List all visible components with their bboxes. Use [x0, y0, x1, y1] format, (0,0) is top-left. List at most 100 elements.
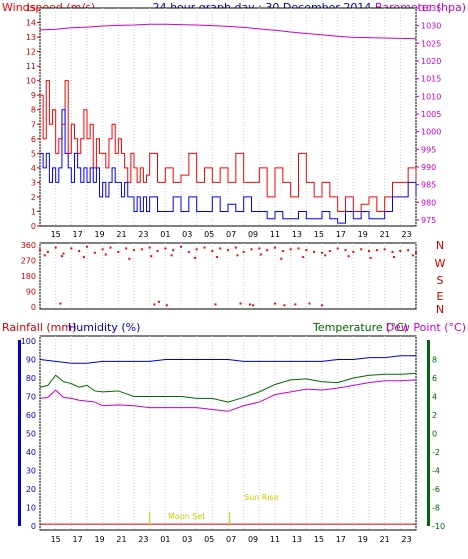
direction-point: [393, 256, 396, 259]
direction-point: [308, 302, 311, 305]
wind-xtick-label: 15: [51, 230, 61, 239]
temperature-ytick-label: -4: [432, 467, 440, 476]
direction-point: [133, 249, 135, 252]
direction-point: [158, 300, 161, 303]
wind-ytick-label: 5: [31, 149, 36, 158]
direction-point: [172, 249, 175, 252]
direction-point: [125, 247, 128, 250]
wind-ytick-label: 13: [26, 33, 36, 42]
wind-xtick-label: 15: [314, 230, 324, 239]
wind-ytick-label: 6: [31, 135, 36, 144]
temperature-ytick-label: 4: [432, 393, 437, 402]
temp-xtick-label: 19: [94, 535, 104, 544]
humidity-ytick-label: 40: [26, 448, 36, 457]
direction-point: [258, 247, 261, 250]
direction-letter-s: S: [437, 274, 444, 287]
wind-ytick-label: 9: [31, 91, 36, 100]
direction-point: [164, 247, 167, 250]
direction-point: [187, 250, 190, 253]
direction-point: [93, 251, 96, 254]
direction-point: [266, 249, 269, 252]
direction-point: [54, 246, 57, 249]
wind-ytick-label: 8: [31, 106, 36, 115]
direction-point: [153, 303, 156, 306]
temp-xtick-label: 13: [292, 535, 302, 544]
direction-point: [59, 302, 62, 305]
direction-point: [150, 255, 153, 258]
direction-point: [43, 254, 46, 257]
humidity-ytick-label: 0: [31, 522, 36, 531]
direction-point: [216, 256, 219, 259]
direction-point: [239, 302, 242, 305]
barometer-ytick-label: 1035: [421, 4, 441, 13]
dewpoint-label: Dew Point (°C): [386, 321, 466, 334]
humidity-line: [39, 355, 416, 364]
direction-point: [156, 250, 159, 253]
wind-ytick-label: 14: [26, 19, 36, 28]
temp-xtick-label: 23: [402, 535, 412, 544]
direction-point: [280, 257, 283, 260]
direction-point: [305, 249, 308, 252]
wind-xtick-label: 11: [270, 230, 280, 239]
temperature-ytick-label: 0: [432, 430, 437, 439]
direction-point: [128, 257, 131, 260]
direction-point: [211, 250, 214, 253]
direction-point: [236, 254, 239, 257]
temperature-ytick-label: -6: [432, 485, 440, 494]
direction-point: [214, 303, 217, 306]
wind-ytick-label: 2: [31, 193, 36, 202]
barometer-ytick-label: 1005: [421, 110, 441, 119]
wind-xtick-label: 23: [138, 230, 148, 239]
temp-xtick-label: 01: [160, 535, 170, 544]
direction-point: [375, 249, 378, 252]
temp-xtick-label: 09: [248, 535, 258, 544]
direction-point: [82, 256, 85, 259]
humidity-ytick-label: 60: [26, 411, 36, 420]
direction-point: [391, 250, 394, 253]
direction-point: [415, 251, 417, 254]
direction-point: [203, 246, 206, 249]
barometer-ytick-label: 1020: [421, 57, 441, 66]
humidity-axis-bar: [18, 340, 21, 526]
wind-xtick-label: 21: [380, 230, 390, 239]
direction-point: [321, 251, 323, 254]
barometer-ytick-label: 985: [421, 181, 436, 190]
temperature-axis-bar: [427, 340, 430, 526]
wind-ytick-label: 4: [31, 164, 36, 173]
temp-xtick-label: 17: [73, 535, 83, 544]
direction-point: [78, 250, 81, 253]
wind-xtick-label: 05: [204, 230, 214, 239]
temperature-label: Temperature (°C): [312, 321, 408, 334]
temperature-ytick-label: 2: [432, 411, 437, 420]
direction-point: [294, 303, 297, 306]
temperature-ytick-label: 6: [432, 374, 437, 383]
direction-point: [313, 250, 316, 253]
barometer-ytick-label: 1015: [421, 75, 441, 84]
humidity-ytick-label: 30: [26, 467, 36, 476]
moon-set-label: Moon Set: [168, 512, 205, 521]
wind-xtick-label: 17: [336, 230, 346, 239]
direction-point: [399, 250, 402, 253]
barometer-ytick-label: 1030: [421, 22, 441, 31]
barometer-line: [39, 23, 417, 40]
temperature-line: [39, 372, 417, 403]
wind-gust-line: [40, 80, 417, 212]
direction-point: [368, 250, 370, 253]
wind-average-line: [40, 109, 417, 224]
barometer-ytick-label: 995: [421, 145, 436, 154]
wind-xtick-label: 03: [182, 230, 192, 239]
humidity-ytick-label: 80: [26, 374, 36, 383]
humidity-ytick-label: 100: [21, 337, 36, 346]
rainfall-label: Rainfall (mm): [2, 321, 76, 334]
temperature-ytick-label: -2: [432, 448, 440, 457]
sun-rise-label: Sun Rise: [244, 493, 279, 502]
humidity-ytick-label: 70: [26, 393, 36, 402]
wind-xtick-label: 09: [248, 230, 258, 239]
wind-ytick-label: 11: [26, 62, 36, 71]
direction-letter-n-bottom: N: [436, 303, 444, 316]
direction-point: [46, 250, 49, 253]
wind-xtick-label: 21: [116, 230, 126, 239]
humidity-ytick-label: 20: [26, 485, 36, 494]
wind-ytick-label: 12: [26, 48, 36, 57]
